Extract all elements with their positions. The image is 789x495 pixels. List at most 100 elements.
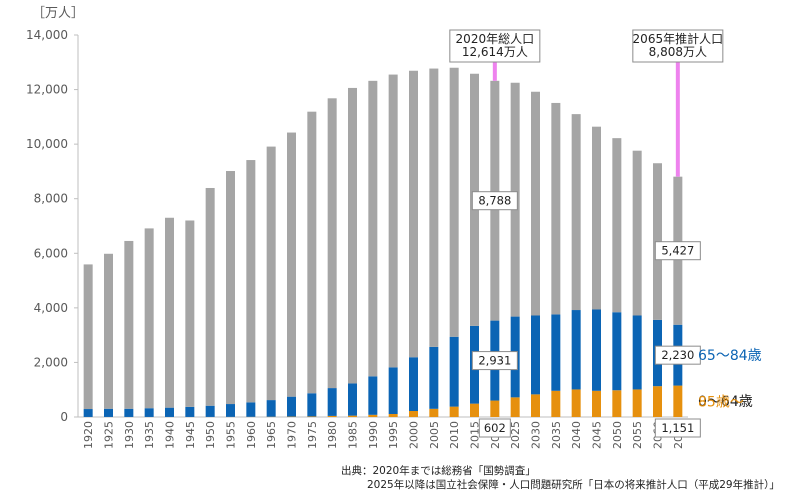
bar-segment [612,390,622,417]
x-tick-label: 1995 [387,421,400,449]
bar-segment [327,388,337,416]
x-tick-label: 2040 [570,421,583,449]
data-label: 5,427 [661,244,694,258]
bar-segment [592,390,601,417]
x-tick-label: 2000 [408,421,421,449]
x-tick-label: 1955 [225,421,238,449]
callout-box [632,29,724,63]
bar-segment [348,415,357,417]
bar-segment [124,240,134,409]
bar-segment [327,415,337,417]
data-labels: 8,788 2,931 602 5,427 2,230 1,151 [471,191,701,438]
bar-segment [429,408,439,417]
y-tick-label: 4,000 [34,301,68,315]
bar-segment [632,150,642,316]
x-tick-label: 1920 [82,421,95,449]
bar-segment [612,138,622,313]
bar-segment [490,400,500,417]
series-label: 0～64歳 [698,394,753,410]
x-tick-label: 1930 [123,421,136,449]
data-label-box [654,345,701,365]
bar-segment [83,264,93,410]
bar-segment [307,111,317,394]
bar-segment [307,393,317,417]
bar-segment [348,87,357,384]
bar-segment [531,315,540,395]
data-label: 602 [484,421,506,435]
bar-segment [266,146,276,401]
bar-segment [510,397,520,417]
bar-segment [449,406,459,417]
bar-segment [327,98,337,389]
y-tick-label: 8,000 [34,192,68,206]
data-label-box [478,418,511,438]
bar-segment [368,80,378,377]
data-label: 2,931 [478,354,511,368]
bar-segment [673,385,683,417]
x-tick-label: 1950 [204,421,217,449]
series-label: 65～84歳 [698,348,762,364]
series-label: 85歳～ [698,394,744,410]
x-tick-label: 2005 [428,421,441,449]
bar-segment [266,400,276,417]
x-tick-label: 2010 [448,421,461,449]
x-tick-label: 1985 [347,421,360,449]
bar-segment [470,403,479,417]
bar-segment [246,402,256,417]
bar-segment [348,383,357,416]
bar-segment [185,406,195,417]
data-label: 8,788 [478,194,511,208]
x-tick-label: 1980 [326,421,339,449]
bar-segment [571,310,581,390]
bar-segment [205,405,215,417]
bar-segment [409,410,418,417]
x-tick-label: 1935 [143,421,156,449]
bar-segment [653,386,662,417]
bar-segment [388,413,398,417]
y-tick-label: 10,000 [26,137,68,151]
x-tick-label: 1975 [306,421,319,449]
bar-segment [287,132,296,397]
data-label: 2,230 [661,348,694,362]
bar-segment [551,390,561,417]
x-tick-label: 2055 [631,421,644,449]
bar-segment [307,416,317,417]
source-line-1: 出典：2020年までは総務省「国勢調査」 [341,464,536,477]
x-tick-label: 2035 [550,421,563,449]
data-label-box [654,418,701,438]
bar-segment [449,67,459,337]
bars [83,67,683,417]
x-tick-label: 2015 [469,421,482,449]
x-axis: 1920 1925 1930 1935 1940 1945 1950 1955 1960 1965… [82,421,685,449]
source-line-2: 2025年以降は国立社会保障・人口問題研究所「日本の将来推計人口（平成29年推計… [367,478,780,491]
bar-segment [83,409,93,417]
series-labels: 0～64歳 65～84歳 85歳～ [698,348,762,410]
bar-segment [409,357,418,411]
bar-segment [287,396,296,417]
bar-segment [124,408,134,417]
x-tick-label: 1970 [286,421,299,449]
bar-segment [226,171,235,405]
y-tick-label: 6,000 [34,246,68,260]
y-tick-label: 0 [60,410,68,424]
bar-segment [551,102,561,315]
y-tick-label: 14,000 [26,28,68,42]
callout-text: 2065年推計人口 [633,31,724,46]
unit-label: ［万人］ [32,6,84,21]
callout-box [449,29,541,63]
bar-segment [104,253,113,409]
bar-segment [571,114,581,311]
data-label: 1,151 [661,421,694,435]
bar-segment [429,346,439,409]
data-label-box [471,351,518,371]
x-tick-label: 1960 [245,421,258,449]
bar-segment [104,408,113,417]
bar-segment [612,312,622,391]
bar-segment [165,407,174,417]
bar-segment [185,220,195,407]
bar-segment [632,389,642,417]
bar-segment [571,389,581,417]
data-label-box [471,191,518,211]
bar-segment [144,228,154,409]
